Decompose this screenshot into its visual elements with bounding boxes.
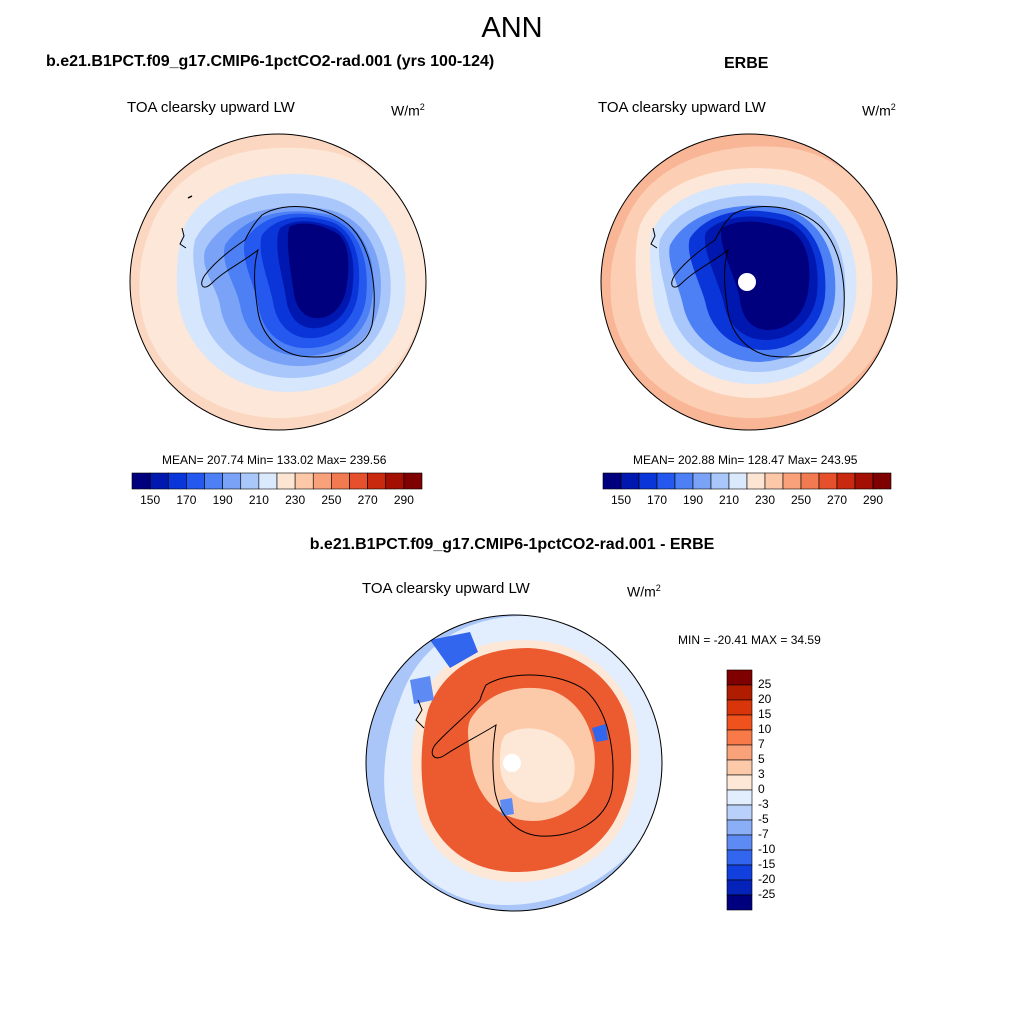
obs-colorbar bbox=[602, 472, 892, 490]
obs-units-label: W/m2 bbox=[862, 102, 896, 119]
colorbar-swatch bbox=[620, 472, 640, 490]
colorbar-swatch bbox=[204, 472, 223, 490]
colorbar-tick-label: 230 bbox=[285, 493, 306, 507]
colorbar-tick-label: 7 bbox=[758, 737, 765, 751]
main-title: ANN bbox=[481, 12, 543, 44]
colorbar-swatch bbox=[149, 472, 169, 490]
colorbar-swatch bbox=[403, 472, 423, 490]
colorbar-swatch bbox=[726, 774, 753, 791]
colorbar-swatch bbox=[726, 819, 753, 836]
model-polar-map bbox=[130, 134, 426, 430]
colorbar-tick-label: 0 bbox=[758, 782, 765, 796]
colorbar-swatch bbox=[367, 472, 387, 490]
colorbar-swatch bbox=[726, 849, 753, 866]
model-colorbar bbox=[131, 472, 423, 490]
colorbar-tick-label: 10 bbox=[758, 722, 772, 736]
colorbar-swatch bbox=[294, 472, 314, 490]
colorbar-swatch bbox=[726, 759, 753, 776]
colorbar-swatch bbox=[656, 472, 676, 490]
colorbar-tick-label: 150 bbox=[140, 493, 161, 507]
colorbar-swatch bbox=[782, 472, 802, 490]
colorbar-tick-label: -7 bbox=[758, 827, 769, 841]
colorbar-swatch bbox=[710, 472, 730, 490]
colorbar-swatch bbox=[726, 684, 753, 701]
model-stats: MEAN= 207.74 Min= 133.02 Max= 239.56 bbox=[162, 453, 387, 467]
colorbar-swatch bbox=[186, 472, 205, 490]
colorbar-swatch bbox=[818, 472, 838, 490]
colorbar-swatch bbox=[726, 699, 753, 716]
colorbar-tick-label: 250 bbox=[321, 493, 342, 507]
colorbar-tick-label: 15 bbox=[758, 707, 772, 721]
colorbar-swatch bbox=[349, 472, 368, 490]
colorbar-swatch bbox=[726, 894, 753, 911]
colorbar-swatch bbox=[728, 472, 748, 490]
colorbar-swatch bbox=[692, 472, 712, 490]
colorbar-tick-label: 210 bbox=[718, 493, 740, 507]
diff-polar-map bbox=[366, 615, 662, 911]
colorbar-tick-label: -25 bbox=[758, 887, 776, 901]
colorbar-tick-label: 290 bbox=[393, 493, 414, 507]
colorbar-tick-label: 3 bbox=[758, 767, 765, 781]
colorbar-swatch bbox=[385, 472, 405, 490]
colorbar-tick-label: 210 bbox=[248, 493, 269, 507]
colorbar-tick-label: 270 bbox=[826, 493, 848, 507]
colorbar-swatch bbox=[167, 472, 187, 490]
colorbar-tick-label: 230 bbox=[754, 493, 776, 507]
colorbar-tick-label: -20 bbox=[758, 872, 776, 886]
diff-colorbar bbox=[726, 669, 753, 911]
diff-stats: MIN = -20.41 MAX = 34.59 bbox=[678, 633, 821, 647]
obs-case-title: ERBE bbox=[724, 55, 769, 72]
colorbar-swatch bbox=[602, 472, 622, 490]
colorbar-swatch bbox=[258, 472, 278, 490]
colorbar-tick-label: 290 bbox=[862, 493, 884, 507]
colorbar-tick-label: 270 bbox=[357, 493, 378, 507]
colorbar-swatch bbox=[240, 472, 260, 490]
colorbar-tick-label: -5 bbox=[758, 812, 769, 826]
obs-stats: MEAN= 202.88 Min= 128.47 Max= 243.95 bbox=[633, 453, 858, 467]
colorbar-swatch bbox=[872, 472, 892, 490]
colorbar-swatch bbox=[726, 879, 753, 896]
colorbar-swatch bbox=[726, 669, 753, 686]
colorbar-swatch bbox=[726, 834, 753, 851]
colorbar-tick-label: 170 bbox=[646, 493, 668, 507]
colorbar-swatch bbox=[726, 804, 753, 821]
model-variable-label: TOA clearsky upward LW bbox=[127, 99, 295, 116]
colorbar-swatch bbox=[222, 472, 242, 490]
colorbar-swatch bbox=[746, 472, 766, 490]
colorbar-tick-label: -10 bbox=[758, 842, 776, 856]
colorbar-tick-label: 5 bbox=[758, 752, 765, 766]
colorbar-swatch bbox=[131, 472, 151, 490]
colorbar-tick-label: 250 bbox=[790, 493, 812, 507]
colorbar-tick-label: 190 bbox=[682, 493, 704, 507]
obs-polar-map bbox=[601, 134, 897, 430]
colorbar-tick-label: 190 bbox=[212, 493, 233, 507]
colorbar-tick-label: -3 bbox=[758, 797, 769, 811]
colorbar-tick-label: 20 bbox=[758, 692, 772, 706]
colorbar-swatch bbox=[836, 472, 856, 490]
colorbar-swatch bbox=[726, 714, 753, 731]
colorbar-tick-label: -15 bbox=[758, 857, 776, 871]
model-case-title: b.e21.B1PCT.f09_g17.CMIP6-1pctCO2-rad.00… bbox=[46, 53, 495, 70]
colorbar-swatch bbox=[726, 744, 753, 761]
colorbar-swatch bbox=[726, 789, 753, 806]
diff-variable-label: TOA clearsky upward LW bbox=[362, 580, 530, 597]
diff-units-label: W/m2 bbox=[627, 583, 661, 600]
colorbar-swatch bbox=[331, 472, 350, 490]
obs-variable-label: TOA clearsky upward LW bbox=[598, 99, 766, 116]
diff-case-title: b.e21.B1PCT.f09_g17.CMIP6-1pctCO2-rad.00… bbox=[309, 536, 715, 553]
colorbar-swatch bbox=[726, 729, 753, 746]
model-units-label: W/m2 bbox=[391, 102, 425, 119]
colorbar-swatch bbox=[312, 472, 332, 490]
colorbar-swatch bbox=[854, 472, 874, 490]
colorbar-swatch bbox=[726, 864, 753, 881]
colorbar-swatch bbox=[800, 472, 820, 490]
colorbar-tick-label: 25 bbox=[758, 677, 772, 691]
colorbar-swatch bbox=[764, 472, 784, 490]
colorbar-tick-label: 150 bbox=[610, 493, 632, 507]
colorbar-tick-label: 170 bbox=[176, 493, 197, 507]
colorbar-swatch bbox=[674, 472, 694, 490]
colorbar-swatch bbox=[276, 472, 296, 490]
colorbar-swatch bbox=[638, 472, 658, 490]
